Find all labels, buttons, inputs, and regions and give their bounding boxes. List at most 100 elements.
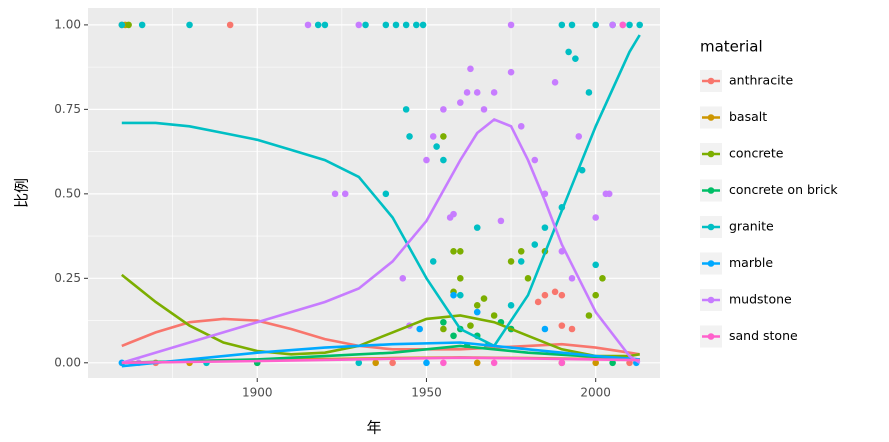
point bbox=[490, 359, 498, 367]
point bbox=[402, 21, 410, 29]
point bbox=[592, 291, 599, 299]
point bbox=[626, 21, 633, 29]
point bbox=[575, 133, 583, 140]
point bbox=[592, 261, 599, 269]
point bbox=[524, 275, 532, 282]
legend-point bbox=[707, 260, 715, 267]
panel bbox=[88, 8, 660, 378]
point bbox=[473, 302, 481, 309]
point bbox=[568, 325, 576, 333]
point bbox=[517, 122, 525, 130]
legend-label: concrete bbox=[729, 146, 784, 161]
point bbox=[423, 156, 430, 164]
point bbox=[609, 21, 616, 29]
smooth-line bbox=[121, 341, 640, 368]
point bbox=[558, 359, 566, 367]
point bbox=[517, 258, 525, 265]
x-axis-title: 年 bbox=[366, 419, 381, 437]
point bbox=[531, 241, 539, 248]
point bbox=[186, 21, 193, 29]
point bbox=[551, 288, 559, 296]
point bbox=[490, 89, 498, 96]
point bbox=[507, 258, 515, 265]
point bbox=[467, 65, 474, 73]
point bbox=[541, 224, 549, 231]
point bbox=[457, 275, 464, 282]
point bbox=[440, 318, 447, 326]
point bbox=[399, 275, 407, 282]
point bbox=[551, 79, 559, 86]
point bbox=[578, 166, 586, 174]
point bbox=[440, 156, 447, 164]
point bbox=[331, 190, 339, 198]
legend-point bbox=[707, 333, 715, 340]
point bbox=[636, 21, 643, 29]
y-tick-label: 0.75 bbox=[54, 102, 81, 116]
point bbox=[355, 359, 363, 367]
point bbox=[473, 308, 481, 316]
point bbox=[450, 210, 457, 218]
point bbox=[534, 298, 542, 306]
point bbox=[592, 214, 599, 221]
point bbox=[413, 21, 420, 29]
x-tick-label: 2000 bbox=[580, 386, 611, 400]
point bbox=[125, 21, 132, 29]
point bbox=[389, 359, 396, 367]
y-tick-label: 0.25 bbox=[54, 271, 81, 285]
point bbox=[541, 325, 549, 333]
point bbox=[440, 325, 447, 333]
point bbox=[463, 89, 471, 96]
point bbox=[440, 359, 447, 367]
point bbox=[558, 21, 566, 29]
legend-label: marble bbox=[729, 255, 773, 270]
point bbox=[480, 106, 488, 113]
point bbox=[314, 21, 322, 29]
point bbox=[416, 325, 423, 333]
point bbox=[429, 133, 437, 140]
point bbox=[440, 106, 447, 113]
point bbox=[619, 21, 627, 29]
x-tick-label: 1900 bbox=[242, 386, 273, 400]
point bbox=[585, 89, 593, 96]
point bbox=[450, 332, 457, 340]
point bbox=[457, 99, 464, 106]
point bbox=[490, 312, 498, 319]
point bbox=[457, 291, 464, 299]
legend-point bbox=[707, 77, 715, 85]
point bbox=[473, 224, 481, 231]
point bbox=[382, 190, 390, 198]
point bbox=[558, 291, 566, 299]
legend-point bbox=[707, 223, 715, 231]
point bbox=[138, 21, 146, 29]
point bbox=[507, 21, 515, 29]
legend-label: anthracite bbox=[729, 73, 793, 88]
smooth-line bbox=[121, 118, 641, 365]
point bbox=[433, 143, 440, 150]
point bbox=[609, 359, 616, 367]
point bbox=[599, 275, 606, 282]
smooth-line bbox=[121, 34, 641, 348]
point bbox=[419, 21, 427, 29]
point bbox=[473, 89, 481, 96]
point bbox=[558, 322, 566, 329]
point bbox=[507, 302, 515, 309]
y-tick-label: 0.50 bbox=[54, 186, 81, 200]
legend-label: basalt bbox=[729, 109, 767, 124]
point bbox=[605, 190, 613, 198]
point bbox=[382, 21, 390, 29]
smooth-line bbox=[121, 356, 640, 365]
smooth-line bbox=[121, 344, 640, 365]
point bbox=[118, 21, 126, 29]
point bbox=[406, 133, 413, 140]
point bbox=[592, 21, 599, 29]
point bbox=[585, 312, 593, 319]
legend-label: mudstone bbox=[729, 292, 792, 307]
point bbox=[565, 48, 572, 56]
point bbox=[572, 55, 579, 62]
point bbox=[507, 68, 515, 76]
point bbox=[457, 247, 464, 255]
point bbox=[304, 21, 312, 29]
point bbox=[372, 359, 379, 367]
point bbox=[321, 21, 329, 29]
